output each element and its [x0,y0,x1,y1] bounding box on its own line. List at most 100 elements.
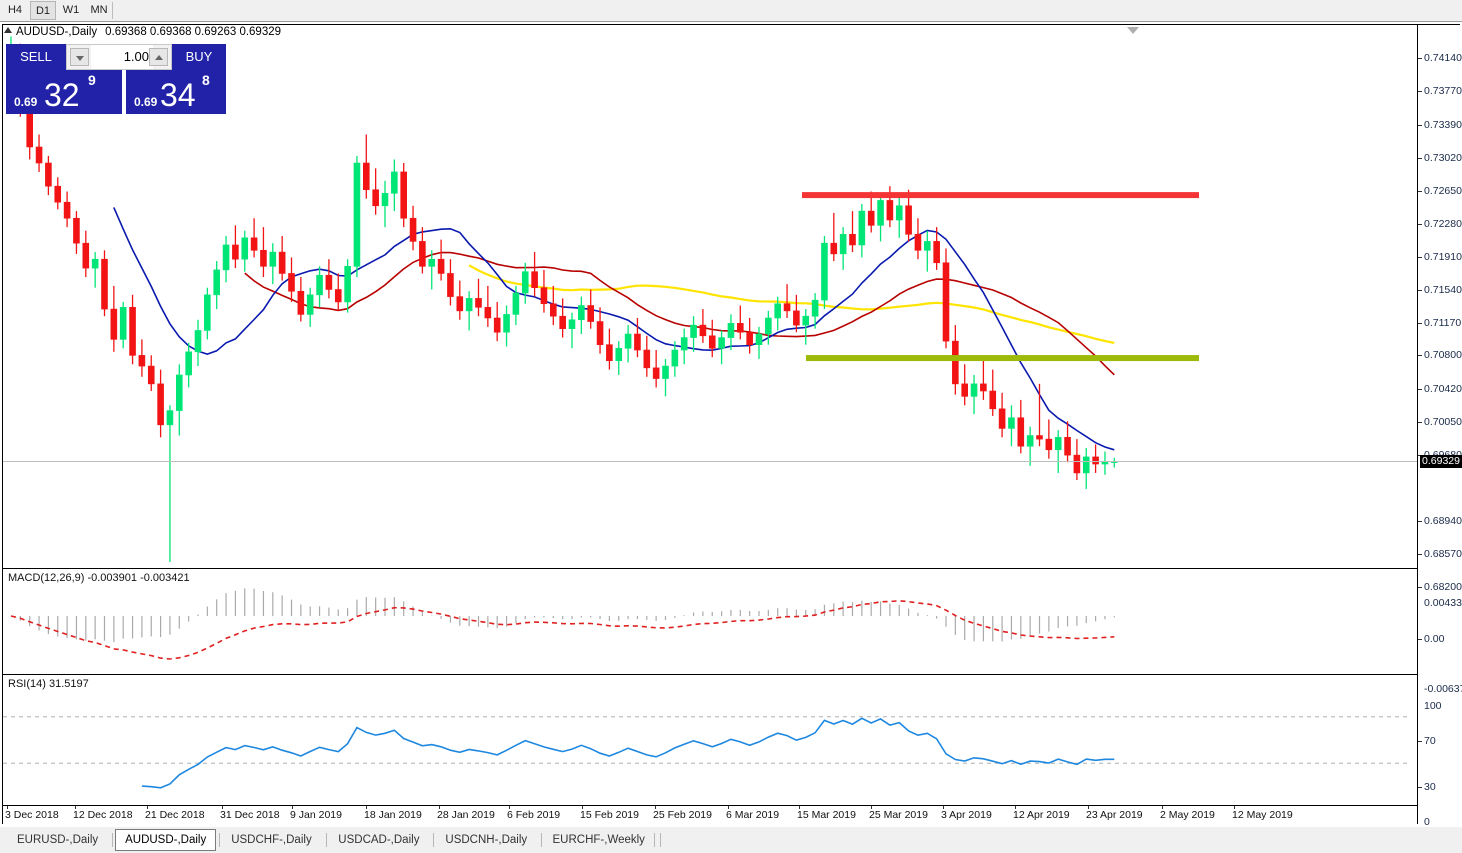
timeframe-button-w1[interactable]: W1 [62,4,80,16]
tab-divider [433,833,435,847]
price-axis-tick [1418,90,1422,92]
date-axis-tick [655,806,656,809]
volume-increase-button[interactable] [149,48,168,66]
timeframe-toolbar: H4 D1 W1 MN [0,0,1462,22]
sell-price-fraction: 9 [88,72,96,88]
rsi-line [141,717,1115,789]
rsi-canvas[interactable] [3,675,1417,805]
date-axis-label: 12 Apr 2019 [1013,809,1070,821]
chart-tab-eurchf[interactable]: EURCHF-,Weekly [552,834,645,846]
one-click-trading-panel[interactable]: SELL 1.00 BUY 0.69 32 9 0.69 34 8 [6,44,226,114]
date-axis-tick [582,806,583,809]
date-axis-label: 3 Apr 2019 [941,809,992,821]
macd-signal-line [10,599,1115,660]
macd-canvas[interactable] [3,569,1417,672]
date-axis[interactable]: 3 Dec 2018 12 Dec 2018 21 Dec 2018 31 Dec 2… [3,805,1417,824]
macd-pane[interactable]: MACD(12,26,9) -0.003901 -0.003421 [3,568,1417,673]
price-axis-label: 0.68940 [1424,515,1462,528]
buy-button[interactable]: BUY [172,44,226,70]
price-axis-label: 0.68200 [1424,581,1462,593]
rsi-axis-label: 100 [1424,700,1442,712]
price-chart-canvas[interactable] [3,25,1417,565]
chart-tab-audusd[interactable]: AUDUSD-,Daily [115,829,217,851]
price-axis-label: 0.73390 [1424,118,1462,131]
price-axis-tick [1418,157,1422,159]
symbol-ohlc-values: 0.69368 0.69368 0.69263 0.69329 [105,26,282,38]
price-axis-tick [1418,124,1422,126]
chart-tab-eurusd[interactable]: EURUSD-,Daily [17,834,99,846]
timeframe-button-mn[interactable]: MN [90,4,108,16]
chart-tab-usdchf[interactable]: USDCHF-,Daily [231,834,312,846]
volume-input[interactable]: 1.00 [91,45,153,69]
price-axis-label: 0.71540 [1424,283,1462,296]
volume-decrease-button[interactable] [70,48,89,66]
price-scale-border [1417,25,1418,824]
date-axis-tick [1015,806,1016,809]
macd-label: MACD(12,26,9) -0.003901 -0.003421 [8,572,190,584]
date-axis-label: 15 Feb 2019 [580,809,639,821]
date-axis-tick [1162,806,1163,809]
date-axis-tick [7,806,8,809]
buy-price-fraction: 8 [202,72,210,88]
date-axis-tick [871,806,872,809]
price-axis-tick [1418,521,1422,523]
buy-price-prefix: 0.69 [134,95,158,109]
date-axis-label: 31 Dec 2018 [220,809,280,821]
buy-price-display[interactable]: 0.69 34 8 [126,70,226,114]
date-axis-label: 25 Mar 2019 [869,809,928,821]
price-scale[interactable]: 0.74140 0.73770 0.73390 0.73020 0.72650 0.722… [1418,25,1462,828]
sell-price-prefix: 0.69 [14,95,38,109]
date-axis-tick [222,806,223,809]
price-axis-label: 0.74140 [1424,52,1462,64]
current-price-label: 0.69329 [1420,455,1462,469]
tab-divider [112,833,114,847]
price-axis-label: 0.70050 [1424,416,1462,429]
volume-stepper[interactable]: 1.00 [66,44,172,70]
date-axis-tick [366,806,367,809]
sell-price-main: 32 [44,77,80,113]
date-axis-label: 12 May 2019 [1232,809,1293,821]
price-chart-pane[interactable] [3,25,1417,565]
price-axis-label: 0.73770 [1424,84,1462,97]
resistance-line [802,192,1199,199]
date-axis-label: 9 Jan 2019 [290,809,342,821]
date-axis-label: 3 Dec 2018 [5,809,59,821]
date-axis-tick [1234,806,1235,809]
price-axis-label: 0.72280 [1424,217,1462,230]
tab-divider [540,833,542,847]
timeframe-button-d1[interactable]: D1 [30,1,56,20]
timeframe-button-h4[interactable]: H4 [7,4,23,16]
price-axis-tick [1418,190,1422,192]
collapse-triangle-icon[interactable] [4,27,12,33]
price-axis-tick [1418,587,1422,588]
date-axis-tick [943,806,944,809]
sell-price-display[interactable]: 0.69 32 9 [6,70,122,114]
date-axis-label: 18 Jan 2019 [364,809,422,821]
sell-button[interactable]: SELL [6,44,66,70]
price-axis-tick [1418,58,1422,59]
date-axis-label: 23 Apr 2019 [1086,809,1143,821]
rsi-axis-label: 30 [1424,781,1436,794]
toolbar-divider [112,2,113,19]
macd-axis-tick [1418,639,1422,640]
chart-tab-bar[interactable]: EURUSD-,Daily AUDUSD-,Daily USDCHF-,Daily U… [0,826,1462,853]
date-axis-tick [147,806,148,809]
date-axis-label: 25 Feb 2019 [653,809,712,821]
support-line [806,355,1199,362]
rsi-axis-tick [1418,787,1422,789]
tab-divider [660,833,662,847]
chart-tab-usdcnh[interactable]: USDCNH-,Daily [445,834,528,846]
buy-price-main: 34 [160,77,196,113]
tab-divider [326,833,328,847]
symbol-header: AUDUSD-,Daily 0.69368 0.69368 0.69263 0.6… [4,26,281,40]
macd-axis-label: -0.006373 [1424,683,1462,695]
price-axis-tick [1418,355,1422,357]
candlestick-series [7,36,1118,562]
chart-tab-usdcad[interactable]: USDCAD-,Daily [338,834,420,846]
chart-scroll-marker-icon[interactable] [1127,27,1139,34]
rsi-label: RSI(14) 31.5197 [8,678,89,690]
macd-axis-label: 0.004331 [1424,597,1462,609]
date-axis-tick [75,806,76,809]
rsi-pane[interactable]: RSI(14) 31.5197 [3,674,1417,806]
date-axis-label: 12 Dec 2018 [73,809,133,821]
